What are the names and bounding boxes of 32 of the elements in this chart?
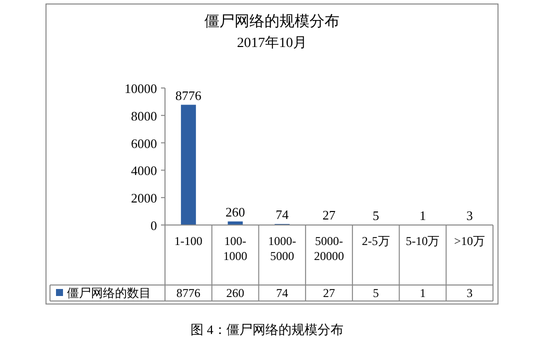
x-tick-label: 1-100 <box>174 234 202 248</box>
annotation: 74 <box>276 206 290 222</box>
x-tick-label: 1000-5000 <box>268 234 296 263</box>
legend-label: 僵尸网络的数目 <box>67 286 151 300</box>
data-label: 27 <box>323 286 335 300</box>
data-label: 1 <box>420 286 426 300</box>
caption: 图 4：僵尸网络的规模分布 <box>190 322 344 337</box>
annotation: 1 <box>419 208 426 223</box>
chart-subtitle: 2017年10月 <box>237 35 307 51</box>
y-tick-label: 2000 <box>131 190 157 206</box>
data-label: 260 <box>226 286 244 300</box>
data-label: 5 <box>372 286 379 300</box>
annotation: 260 <box>226 204 246 220</box>
y-tick-label: 4000 <box>131 163 157 178</box>
annotation: 27 <box>322 208 336 223</box>
data-label: 3 <box>466 286 473 300</box>
y-tick-label: 10000 <box>124 81 157 96</box>
y-tick-label: 0 <box>150 218 157 233</box>
annotation: 5 <box>372 208 380 223</box>
y-tick-label: 6000 <box>131 136 157 151</box>
bar <box>180 104 196 225</box>
x-tick-label: 5000-20000 <box>314 234 344 263</box>
data-label: 74 <box>276 286 288 300</box>
annotation: 8776 <box>175 88 202 103</box>
annotation: 3 <box>466 208 473 223</box>
x-tick-label: >10万 <box>454 234 485 248</box>
y-tick-label: 8000 <box>131 108 157 124</box>
data-label: 8776 <box>176 286 200 300</box>
x-tick-label: 100-1000 <box>223 234 248 263</box>
chart-title: 僵尸网络的规模分布 <box>204 13 340 30</box>
x-tick-label: 2-5万 <box>362 234 390 248</box>
x-tick-label: 5-10万 <box>406 234 440 248</box>
